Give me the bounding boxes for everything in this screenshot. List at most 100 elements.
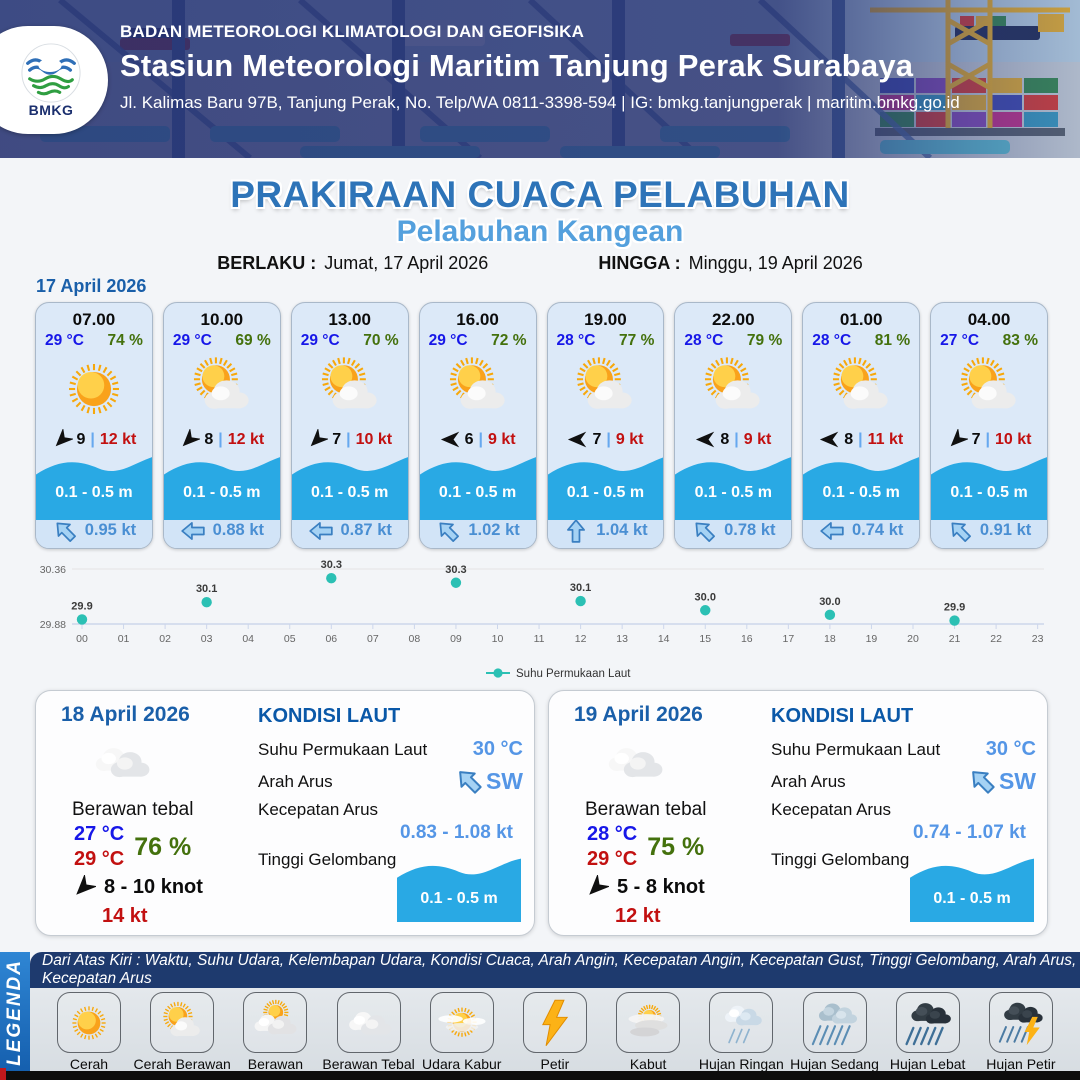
wave-height-band: 0.1 - 0.5 m: [547, 452, 664, 520]
separator: |: [478, 430, 483, 448]
legend-icon-box: [150, 992, 215, 1053]
current-dir-label: Arah Arus: [258, 772, 333, 791]
petir-icon: [541, 999, 569, 1046]
current-dir-value: SW: [485, 767, 523, 794]
air-temperature: 29 °C: [428, 332, 468, 349]
daily-temp-max: 29 °C: [587, 848, 638, 870]
daily-weather-icon: [88, 729, 154, 800]
weather-icon: [292, 350, 408, 428]
daily-forecast-row: 18 April 2026 Berawan tebal 27 °C 29 °C …: [35, 690, 1048, 936]
current-direction-icon: [820, 521, 844, 540]
wind-direction-icon: [950, 429, 968, 447]
wind-row: 8 | 9 kt: [675, 428, 791, 452]
separator: |: [346, 430, 351, 448]
forecast-time: 10.00: [200, 310, 244, 329]
current-speed-label: Kecepatan Arus: [771, 800, 892, 819]
hujan-ringan-icon: [725, 1005, 763, 1043]
wave-height: 0.1 - 0.5 m: [183, 483, 261, 501]
berawan-icon: [254, 999, 297, 1034]
gust-speed: 9 kt: [615, 430, 644, 448]
gust-speed: 9 kt: [487, 430, 516, 448]
humidity: 69 %: [235, 332, 271, 349]
forecast-time: 19.00: [584, 310, 627, 329]
svg-text:15: 15: [699, 633, 711, 645]
sst-chart-svg: 30.36 29.88 00 01 02 03 04 05 06 07 08 09 10 11 12 13 14…: [40, 559, 1044, 680]
svg-text:05: 05: [284, 633, 296, 645]
daily-forecast-card: 19 April 2026 Berawan tebal 28 °C 29 °C …: [548, 690, 1048, 936]
wave-height: 0.1 - 0.5 m: [438, 483, 517, 501]
legend-item-label: Cerah Berawan: [133, 1056, 231, 1072]
cerah-berawan-icon: [449, 357, 505, 409]
current-speed-label: Kecepatan Arus: [258, 800, 379, 819]
wave-shape: [547, 456, 664, 520]
svg-text:10: 10: [492, 633, 504, 645]
wave-height-band: 0.1 - 0.5 m: [163, 452, 280, 520]
daily-temp-min: 27 °C: [74, 823, 125, 845]
forecast-time: 16.00: [456, 310, 499, 329]
wave-shape: [675, 456, 792, 520]
daily-humidity: 76 %: [134, 832, 192, 861]
separator: |: [90, 430, 95, 448]
cerah-berawan-icon: [163, 1001, 200, 1036]
daily-wind: 8 - 10 knot: [72, 875, 203, 899]
legend-icon-box: [616, 992, 681, 1053]
legend-item: Berawan: [232, 992, 318, 1072]
sst-value: 30 °C: [985, 738, 1036, 760]
legend-item-label: Berawan Tebal: [322, 1056, 415, 1072]
current-speed-value: 0.83 - 1.08 kt: [399, 822, 513, 843]
humidity: 74 %: [107, 332, 143, 349]
weather-icon: [675, 350, 791, 428]
wave-shape: [36, 456, 152, 520]
legend-icon-box: [522, 992, 587, 1053]
wind-speed: 8: [844, 430, 854, 448]
forecast-time: 13.00: [328, 310, 371, 329]
legend-item-label: Hujan Sedang: [790, 1056, 879, 1072]
separator: |: [218, 430, 223, 448]
wave-height: 0.1 - 0.5 m: [694, 483, 772, 501]
current-direction-icon: [695, 522, 716, 542]
kabut-icon: [628, 1004, 668, 1036]
wind-speed: 8: [204, 430, 214, 448]
legend-item-label: Hujan Lebat: [889, 1056, 966, 1072]
wave-label: Tinggi Gelombang: [771, 850, 910, 869]
daily-wave-box: 0.1 - 0.5 m: [397, 856, 521, 922]
legend-icon-box: [988, 992, 1053, 1053]
legend-icon-box: [429, 992, 494, 1053]
temp-humidity-row: 29 °C 72 %: [420, 330, 536, 350]
svg-text:08: 08: [409, 633, 421, 645]
svg-text:30.1: 30.1: [196, 583, 217, 595]
current-direction-icon: [459, 771, 482, 794]
daily-date: 19 April 2026: [574, 703, 703, 726]
berawan-tebal-icon: [348, 1011, 391, 1035]
hourly-forecast-card: 04.00 27 °C 83 % 7 | 10 kt 0.1 - 0.5 m 0…: [930, 302, 1048, 549]
bmkg-logo-text: BMKG: [28, 102, 74, 118]
svg-text:18: 18: [824, 633, 836, 645]
svg-text:13: 13: [616, 633, 628, 645]
temp-humidity-row: 28 °C 81 %: [803, 330, 919, 350]
wave-height-band: 0.1 - 0.5 m: [291, 452, 408, 520]
wind-direction-icon: [440, 431, 459, 448]
wind-speed: 7: [592, 430, 602, 448]
wind-direction-icon: [310, 429, 329, 447]
sst-chart: 30.36 29.88 00 01 02 03 04 05 06 07 08 09 10 11 12 13 14…: [0, 556, 1080, 686]
gust-speed: 10 kt: [355, 430, 393, 448]
sea-conditions: KONDISI LAUT Suhu Permukaan Laut 30 °C A…: [258, 705, 523, 922]
agency-name: BADAN METEOROLOGI KLIMATOLOGI DAN GEOFIS…: [120, 22, 585, 41]
wave-shape: [419, 456, 536, 520]
wave-height: 0.1 - 0.5 m: [55, 483, 133, 501]
daily-wave-height: 0.1 - 0.5 m: [933, 890, 1011, 907]
daily-gust: 14 kt: [102, 905, 148, 927]
daily-wave-box: 0.1 - 0.5 m: [910, 856, 1034, 922]
svg-text:19: 19: [866, 633, 878, 645]
legend-item-label: Kabut: [629, 1056, 667, 1072]
valid-from-value: Jumat, 17 April 2026: [324, 253, 489, 273]
cerah-berawan-icon: [193, 357, 249, 409]
wind-speed: 6: [464, 430, 474, 448]
svg-text:30.36: 30.36: [40, 564, 66, 576]
current-dir-value: SW: [998, 767, 1036, 794]
wave-shape: [931, 456, 1048, 520]
wind-direction-icon: [568, 431, 587, 448]
wave-shape: [803, 456, 920, 520]
svg-text:Suhu Permukaan Laut: Suhu Permukaan Laut: [516, 668, 631, 680]
